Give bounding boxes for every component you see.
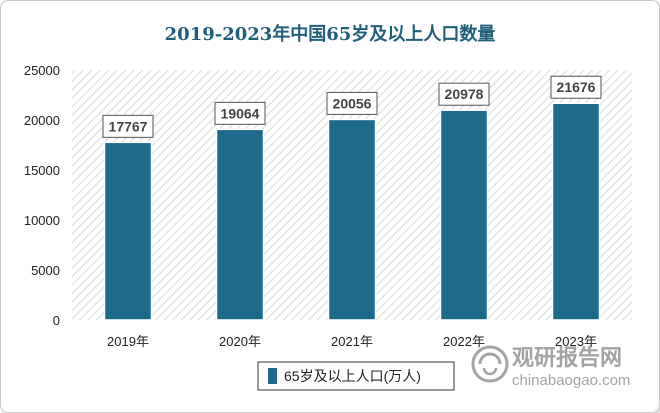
data-label: 20978 <box>445 86 484 102</box>
data-label: 21676 <box>557 79 596 95</box>
x-tick-label: 2020年 <box>219 334 261 349</box>
watermark-url: chinabaogao.com <box>512 372 630 389</box>
bar <box>215 128 265 321</box>
x-tick-label: 2021年 <box>331 334 373 349</box>
y-tick-label: 0 <box>53 313 60 328</box>
bar <box>103 141 153 321</box>
x-tick-label: 2019年 <box>107 334 149 349</box>
data-label-box <box>102 114 154 138</box>
y-tick-label: 25000 <box>24 63 60 78</box>
y-tick-label: 5000 <box>31 263 60 278</box>
chart-title: 2019-2023年中国65岁及以上人口数量 <box>165 23 496 45</box>
data-labels: 17767 19064 20056 20978 21676 <box>102 75 602 138</box>
y-tick-label: 15000 <box>24 163 60 178</box>
legend-box <box>257 361 455 391</box>
watermark-brand: 观研报告网 <box>512 346 622 371</box>
legend-label: 65岁及以上人口(万人) <box>284 368 421 384</box>
y-tick-label: 10000 <box>24 213 60 228</box>
watermark: 观研报告网 chinabaogao.com <box>471 345 630 389</box>
data-label-box <box>550 75 602 99</box>
bar <box>327 118 377 321</box>
y-tick-label: 20000 <box>24 113 60 128</box>
data-label-box <box>214 101 266 125</box>
bars <box>103 102 601 321</box>
x-axis: 2019年 2020年 2021年 2022年 2023年 <box>107 334 597 349</box>
bar <box>439 109 489 321</box>
legend-swatch <box>268 368 277 384</box>
data-label-box <box>438 82 490 106</box>
x-tick-label: 2023年 <box>555 334 597 349</box>
data-label: 20056 <box>333 95 372 111</box>
x-tick-label: 2022年 <box>443 334 485 349</box>
bar <box>551 102 601 321</box>
data-label-box <box>326 91 378 115</box>
data-label: 19064 <box>221 105 260 121</box>
circular-swirl-logo-icon <box>471 345 509 383</box>
legend: 65岁及以上人口(万人) <box>257 361 455 391</box>
y-axis: 0 5000 10000 15000 20000 25000 <box>24 63 60 328</box>
data-label: 17767 <box>109 118 148 134</box>
